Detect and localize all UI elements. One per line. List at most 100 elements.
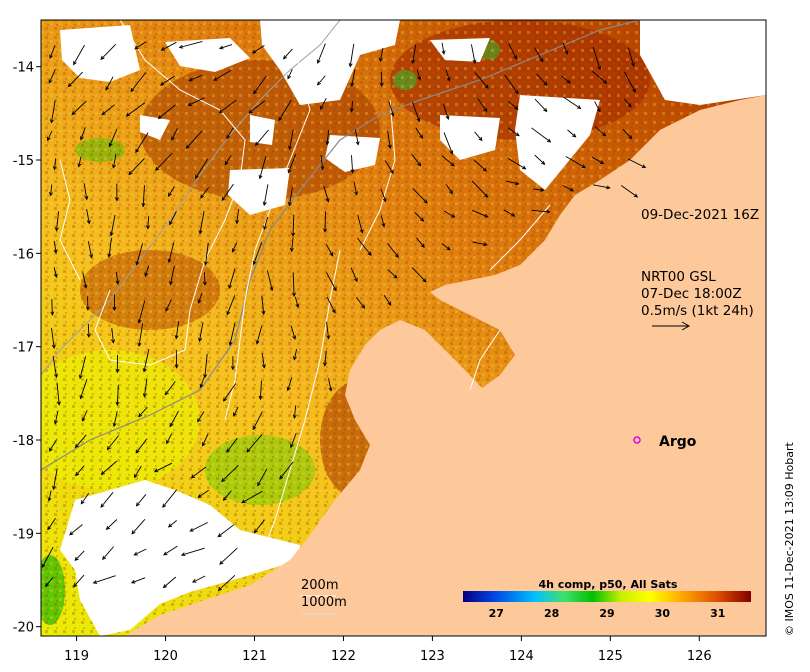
current-vector [47,490,52,502]
current-vector [163,545,178,556]
current-vector [562,185,575,192]
current-vector [287,69,293,80]
current-vector [101,104,115,116]
sst-contour [59,159,81,281]
current-vector [258,380,263,401]
colorbar-tick-label: 31 [710,607,725,620]
current-scale-arrow [652,321,691,331]
current-vector [53,267,58,278]
current-vector [292,272,297,297]
current-vector [323,185,330,203]
current-vector [112,294,117,312]
sst-contour [469,329,501,391]
current-vector [67,71,84,88]
current-vector [100,43,117,61]
current-vector [51,328,56,349]
current-vector [506,180,520,186]
current-vector [253,75,267,95]
cloud-patch [250,115,275,145]
current-vector [74,434,87,449]
current-vector [164,381,176,396]
current-vector [142,349,150,373]
current-vector [137,300,146,324]
current-vector [166,433,172,445]
current-vector [412,102,421,123]
current-vector [222,490,232,502]
current-vector [77,156,82,168]
current-vector [125,102,146,117]
current-vector [411,44,417,65]
current-vector [326,296,336,314]
current-vector [115,355,120,374]
colorbar-tick-label: 28 [544,607,559,620]
current-vector [146,216,150,230]
current-vector [474,131,483,142]
current-vector [197,489,209,498]
current-vector [508,43,517,60]
current-vector [165,299,172,312]
cloud-patch [228,168,290,215]
cloud-patch [440,115,500,160]
current-vector [380,215,386,228]
current-vector [198,210,205,235]
current-vector [443,132,454,155]
current-vector [411,153,422,167]
current-vector [203,242,209,266]
current-vector [80,492,90,505]
current-vector [316,75,326,86]
argo-marker[interactable] [633,436,641,444]
current-vector [246,434,263,453]
current-vector [471,180,489,198]
current-vector [255,325,263,345]
x-tick-label: 124 [509,649,534,664]
colorbar-tick-label: 29 [599,607,614,620]
y-tick-label: -14 [13,61,34,76]
sst-contours [59,20,551,561]
current-vector [536,73,548,86]
current-vector [108,128,118,148]
current-vector [86,209,91,225]
current-vector [53,410,59,425]
current-vector [228,268,236,290]
current-vector [473,159,488,172]
current-vector [388,100,395,117]
current-vector [102,546,115,561]
current-vector [316,43,326,64]
current-vector [534,98,548,113]
current-vector [534,154,546,165]
current-vector [217,524,235,538]
current-vector [507,158,527,170]
current-vector [223,383,237,402]
current-scale-label: 0.5m/s (1kt 24h) [641,303,754,319]
current-vector [294,296,300,309]
current-vector [41,546,54,568]
y-tick-label: -15 [13,154,34,169]
current-vector [261,295,266,316]
current-vector [290,325,297,340]
current-vector [257,468,268,487]
current-vector [75,465,85,477]
current-vector [379,71,384,87]
cloud-mask [60,20,766,636]
current-vector [157,104,176,120]
current-vector [174,349,179,369]
current-vector [131,519,146,535]
current-vector [52,355,58,379]
current-vector [69,524,83,536]
current-vector [87,241,94,259]
current-source-label: NRT00 GSL [641,269,716,285]
y-axis: -14 -15 -16 -17 -18 -19 -20 [13,61,41,636]
current-vector [592,46,602,71]
current-vector [111,153,117,169]
current-vector [81,410,88,422]
y-tick-label: -18 [13,434,34,449]
current-vector [71,100,87,116]
current-vector [159,75,175,86]
current-vector [348,43,355,68]
current-time-label: 07-Dec 18:00Z [641,286,742,302]
current-vector [258,155,267,180]
x-axis: 119 120 121 122 123 124 125 126 [64,636,712,664]
current-vector [167,242,175,264]
current-vector [109,215,116,237]
current-vector [326,321,331,340]
